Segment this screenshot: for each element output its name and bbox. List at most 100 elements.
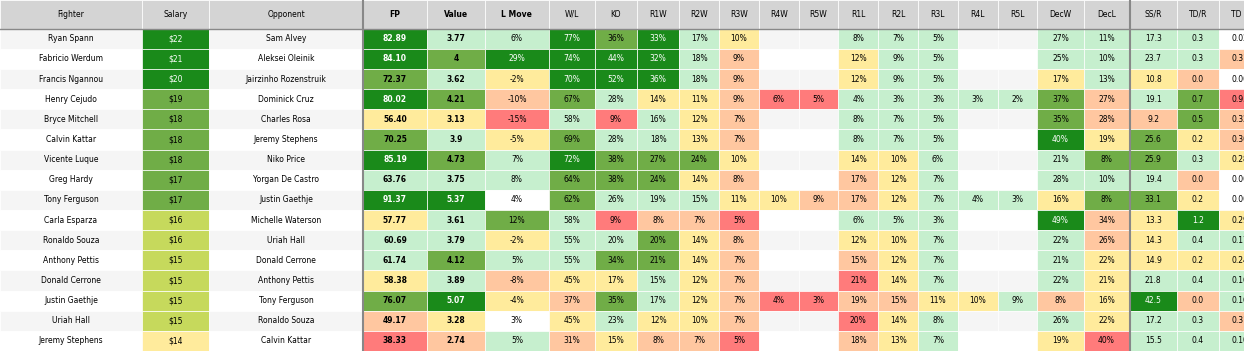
Bar [1084, 69, 1130, 89]
Bar [759, 150, 799, 170]
Text: TD/R: TD/R [1189, 10, 1207, 19]
Text: 9%: 9% [892, 75, 904, 84]
Text: 7%: 7% [932, 236, 944, 245]
Text: 28%: 28% [607, 95, 624, 104]
Bar [759, 110, 799, 130]
Bar [1084, 311, 1130, 331]
Bar [838, 170, 878, 190]
Text: 15%: 15% [649, 276, 667, 285]
Text: 0.00: 0.00 [1232, 75, 1244, 84]
Text: 5%: 5% [511, 336, 522, 345]
Text: 0.17: 0.17 [1232, 236, 1244, 245]
Bar [1177, 270, 1219, 291]
Bar [142, 210, 209, 230]
Text: 12%: 12% [850, 236, 867, 245]
Text: 36%: 36% [607, 34, 624, 44]
Bar [838, 311, 878, 331]
Bar [1219, 210, 1244, 230]
Bar [363, 230, 427, 250]
Bar [485, 110, 549, 130]
Bar [958, 29, 998, 49]
Bar [209, 29, 363, 49]
Text: 5%: 5% [932, 75, 944, 84]
Text: 13.3: 13.3 [1144, 216, 1162, 225]
Bar [838, 29, 878, 49]
Bar [1130, 331, 1177, 351]
Bar [142, 170, 209, 190]
Text: 21%: 21% [1098, 276, 1115, 285]
Text: 17%: 17% [850, 196, 867, 205]
Bar [549, 69, 595, 89]
Text: 3.79: 3.79 [447, 236, 465, 245]
Bar [1177, 331, 1219, 351]
Text: 4.73: 4.73 [447, 155, 465, 164]
Bar [679, 89, 719, 109]
Bar [719, 311, 759, 331]
Text: 0.29: 0.29 [1232, 216, 1244, 225]
Bar [0, 270, 142, 291]
Text: 82.89: 82.89 [383, 34, 407, 44]
Text: 10%: 10% [1098, 175, 1115, 184]
Bar [485, 311, 549, 331]
Text: 5%: 5% [812, 95, 825, 104]
Text: 19%: 19% [649, 196, 667, 205]
Bar [958, 130, 998, 150]
Text: Vicente Luque: Vicente Luque [44, 155, 98, 164]
Text: 3.77: 3.77 [447, 34, 465, 44]
Bar [958, 190, 998, 210]
Bar [759, 210, 799, 230]
Bar [1130, 170, 1177, 190]
Bar [637, 311, 679, 331]
Text: 3%: 3% [1011, 196, 1024, 205]
Bar [1219, 69, 1244, 89]
Text: Donald Cerrone: Donald Cerrone [256, 256, 316, 265]
Bar [918, 190, 958, 210]
Bar [878, 291, 918, 311]
Text: Uriah Hall: Uriah Hall [52, 316, 90, 325]
Text: 17%: 17% [690, 34, 708, 44]
Bar [799, 210, 838, 230]
Text: Anthony Pettis: Anthony Pettis [42, 256, 100, 265]
Bar [679, 69, 719, 89]
Bar [958, 210, 998, 230]
Text: 9%: 9% [892, 54, 904, 64]
Bar [998, 49, 1037, 69]
Bar [549, 0, 595, 29]
Text: 22%: 22% [1052, 236, 1069, 245]
Bar [719, 170, 759, 190]
Bar [637, 210, 679, 230]
Text: 3%: 3% [892, 95, 904, 104]
Text: $17: $17 [168, 196, 183, 205]
Bar [1084, 29, 1130, 49]
Bar [838, 250, 878, 270]
Bar [998, 291, 1037, 311]
Bar [637, 170, 679, 190]
Text: 8%: 8% [733, 236, 745, 245]
Bar [679, 291, 719, 311]
Text: 0.4: 0.4 [1192, 236, 1204, 245]
Text: 4: 4 [453, 54, 459, 64]
Bar [637, 150, 679, 170]
Bar [878, 89, 918, 109]
Text: 10%: 10% [730, 155, 748, 164]
Text: 21%: 21% [649, 256, 667, 265]
Bar [838, 291, 878, 311]
Text: 18%: 18% [690, 54, 708, 64]
Bar [549, 331, 595, 351]
Bar [1037, 170, 1084, 190]
Bar [878, 130, 918, 150]
Bar [142, 29, 209, 49]
Bar [759, 331, 799, 351]
Bar [838, 210, 878, 230]
Bar [595, 210, 637, 230]
Text: 0.3: 0.3 [1192, 34, 1204, 44]
Bar [998, 89, 1037, 109]
Bar [958, 270, 998, 291]
Bar [427, 110, 485, 130]
Bar [679, 210, 719, 230]
Bar [998, 29, 1037, 49]
Text: 70%: 70% [564, 75, 580, 84]
Bar [1037, 150, 1084, 170]
Bar [637, 190, 679, 210]
Bar [759, 291, 799, 311]
